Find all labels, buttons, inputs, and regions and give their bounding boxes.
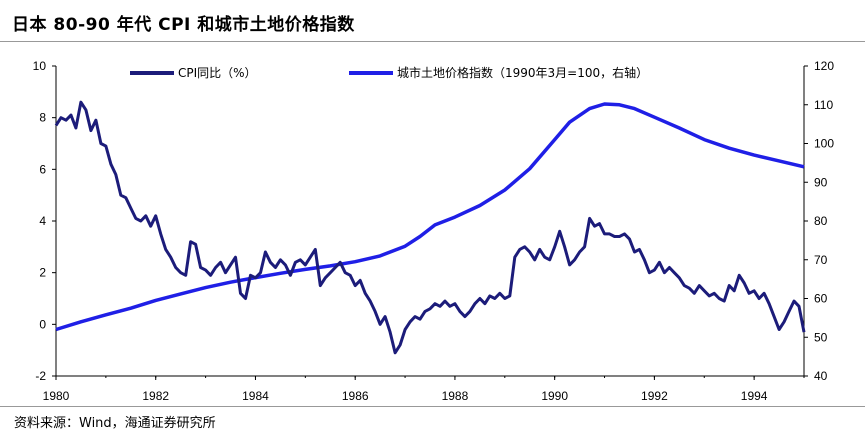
left-tick-label: 8 xyxy=(39,111,46,125)
x-tick-label: 1992 xyxy=(641,389,668,403)
title-divider xyxy=(0,41,865,42)
right-tick-label: 100 xyxy=(814,137,834,151)
series-line-cpi xyxy=(54,100,806,355)
right-tick-label: 110 xyxy=(814,98,833,112)
right-tick-label: 70 xyxy=(814,253,828,267)
right-tick-label: 80 xyxy=(814,214,828,228)
left-tick-label: 4 xyxy=(39,214,46,228)
right-tick-label: 90 xyxy=(814,175,828,189)
series-line-land-price xyxy=(55,102,805,332)
x-tick-label: 1980 xyxy=(43,389,70,403)
source-divider xyxy=(0,406,865,407)
x-tick-label: 1988 xyxy=(442,389,469,403)
right-tick-label: 120 xyxy=(814,59,834,73)
legend: CPI同比（%） 城市土地价格指数（1990年3月=100，右轴） xyxy=(130,65,648,80)
x-tick-label: 1990 xyxy=(541,389,568,403)
left-tick-label: 6 xyxy=(39,162,46,176)
x-tick-label: 1994 xyxy=(741,389,768,403)
x-tick-label: 1984 xyxy=(242,389,269,403)
source-note: 资料来源：Wind，海通证券研究所 xyxy=(14,416,216,431)
right-tick-label: 60 xyxy=(814,292,828,306)
right-tick-label: 40 xyxy=(814,369,828,383)
left-tick-label: 10 xyxy=(33,59,47,73)
x-tick-label: 1986 xyxy=(342,389,369,403)
right-tick-label: 50 xyxy=(814,330,828,344)
left-tick-label: 2 xyxy=(39,266,46,280)
left-tick-label: 0 xyxy=(39,317,46,331)
left-tick-label: -2 xyxy=(35,369,46,383)
legend-label-cpi: CPI同比（%） xyxy=(178,66,257,80)
legend-label-land: 城市土地价格指数（1990年3月=100，右轴） xyxy=(397,65,648,80)
axes: 10 8 6 4 2 0 -2 120 110 100 90 80 70 60 50 40 1980 1982 19… xyxy=(33,59,835,403)
chart-title: 日本 80-90 年代 CPI 和城市土地价格指数 xyxy=(12,15,355,35)
x-tick-label: 1982 xyxy=(142,389,169,403)
